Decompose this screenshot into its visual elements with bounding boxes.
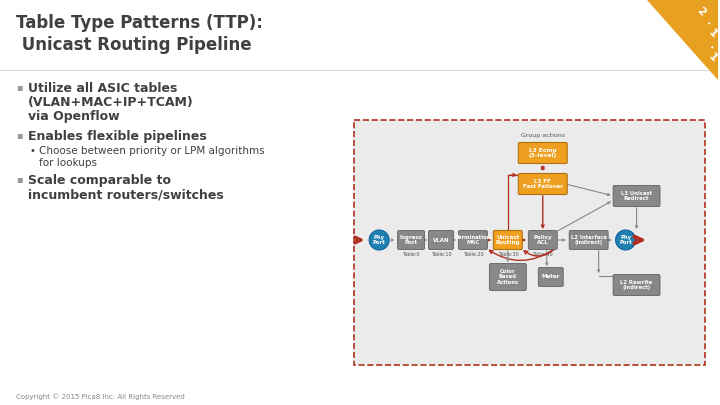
FancyBboxPatch shape	[354, 120, 706, 365]
Circle shape	[369, 230, 389, 250]
Polygon shape	[647, 0, 719, 80]
Text: L3 Ecmp
(3-level): L3 Ecmp (3-level)	[528, 147, 557, 158]
Text: Unicast
Routing: Unicast Routing	[495, 234, 520, 245]
Text: ▪: ▪	[16, 82, 22, 92]
Text: VLAN: VLAN	[433, 237, 449, 243]
FancyBboxPatch shape	[397, 230, 425, 249]
Text: 1: 1	[706, 28, 719, 40]
Text: •: •	[30, 146, 36, 156]
Text: via Openflow: via Openflow	[28, 110, 120, 123]
Text: 2: 2	[695, 6, 708, 18]
Text: 1: 1	[706, 52, 719, 64]
FancyBboxPatch shape	[459, 230, 487, 249]
FancyBboxPatch shape	[613, 185, 660, 207]
Text: Unicast Routing Pipeline: Unicast Routing Pipeline	[16, 36, 251, 54]
FancyBboxPatch shape	[613, 275, 660, 296]
Circle shape	[616, 230, 636, 250]
Text: ▪: ▪	[16, 130, 22, 140]
FancyBboxPatch shape	[428, 230, 454, 249]
Text: Scale comparable to: Scale comparable to	[28, 174, 171, 187]
Text: Choose between priority or LPM algorithms: Choose between priority or LPM algorithm…	[39, 146, 264, 156]
Text: Utilize all ASIC tables: Utilize all ASIC tables	[28, 82, 177, 95]
Text: L2 Rewrite
(indirect): L2 Rewrite (indirect)	[621, 279, 653, 290]
Text: Table Type Patterns (TTP):: Table Type Patterns (TTP):	[16, 14, 263, 32]
FancyBboxPatch shape	[539, 267, 563, 286]
Text: Copyright © 2015 Pica8 Inc. All Rights Reserved: Copyright © 2015 Pica8 Inc. All Rights R…	[16, 393, 185, 400]
Text: for lookups: for lookups	[39, 158, 97, 168]
FancyBboxPatch shape	[518, 173, 567, 194]
FancyBboxPatch shape	[570, 230, 608, 249]
FancyArrowPatch shape	[524, 250, 554, 256]
FancyBboxPatch shape	[493, 230, 522, 249]
Text: Color
Based
Actions: Color Based Actions	[497, 269, 519, 285]
FancyBboxPatch shape	[490, 264, 526, 290]
Text: Meter: Meter	[541, 275, 560, 279]
FancyArrowPatch shape	[490, 249, 554, 260]
Text: Table:0: Table:0	[402, 252, 420, 257]
Text: Table:40: Table:40	[533, 252, 553, 257]
Text: .: .	[704, 17, 714, 27]
Text: L3 Unicast
Redirect: L3 Unicast Redirect	[621, 191, 652, 201]
Text: Table:30: Table:30	[498, 252, 518, 257]
Text: (VLAN+MAC+IP+TCAM): (VLAN+MAC+IP+TCAM)	[28, 96, 194, 109]
Text: Table:20: Table:20	[463, 252, 483, 257]
Text: Phy
Port: Phy Port	[373, 235, 385, 245]
Text: incumbent routers/switches: incumbent routers/switches	[28, 188, 224, 201]
Text: Table:10: Table:10	[431, 252, 451, 257]
FancyBboxPatch shape	[518, 143, 567, 164]
Text: Enables flexible pipelines: Enables flexible pipelines	[28, 130, 207, 143]
Text: L3 FF
Fast Failover: L3 FF Fast Failover	[523, 179, 563, 190]
Text: Group actions: Group actions	[521, 133, 564, 138]
Text: Ingress
Port: Ingress Port	[400, 234, 423, 245]
FancyBboxPatch shape	[528, 230, 557, 249]
Text: Phy
Port: Phy Port	[619, 235, 632, 245]
Text: Termination
MAC: Termination MAC	[455, 234, 490, 245]
Text: .: .	[707, 41, 717, 51]
Text: L2 Interface
(indirect): L2 Interface (indirect)	[571, 234, 607, 245]
Text: Policy
ACL: Policy ACL	[534, 234, 552, 245]
Text: ▪: ▪	[16, 174, 22, 184]
